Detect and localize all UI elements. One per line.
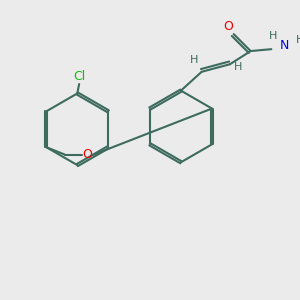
Text: O: O <box>223 20 233 33</box>
Text: N: N <box>280 39 289 52</box>
Text: H: H <box>190 56 198 65</box>
Text: H: H <box>296 35 300 45</box>
Text: Cl: Cl <box>73 70 85 83</box>
Text: O: O <box>82 148 92 161</box>
Text: H: H <box>234 62 243 72</box>
Text: H: H <box>269 31 278 41</box>
